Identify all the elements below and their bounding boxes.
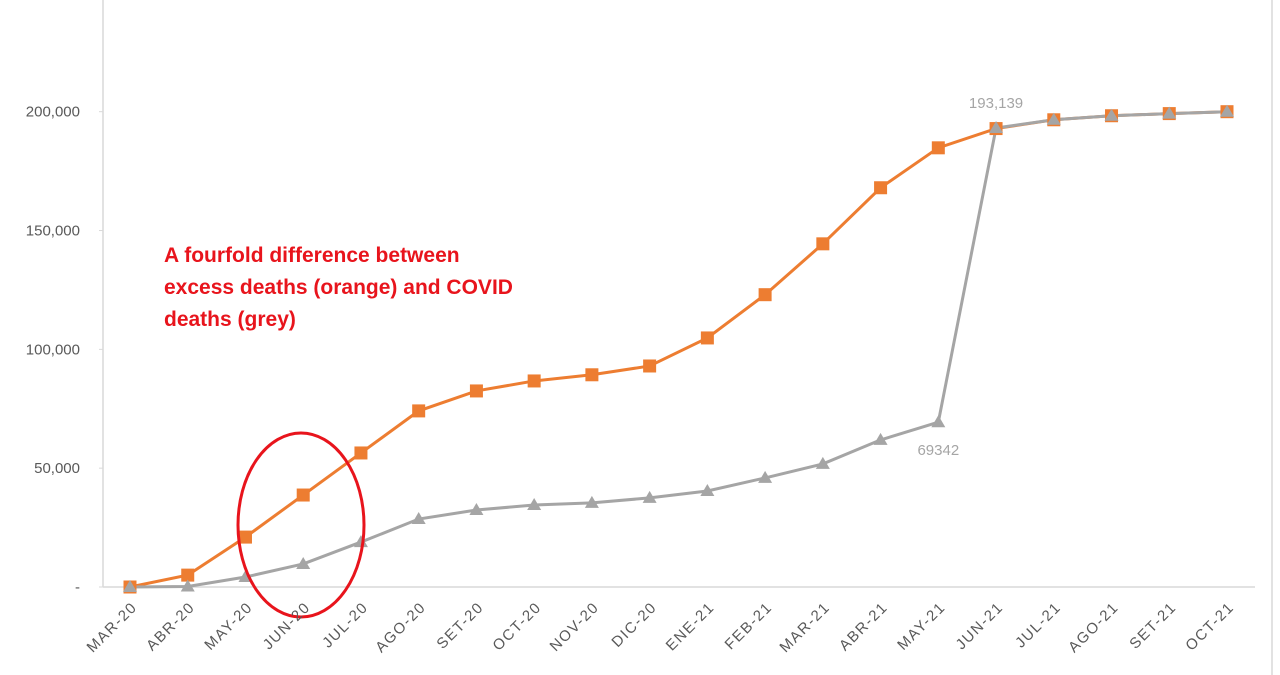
series-line [129, 110, 1228, 589]
triangle-marker [1046, 112, 1061, 125]
triangle-marker [527, 498, 542, 511]
triangle-marker [873, 432, 888, 445]
annotation-line: excess deaths (orange) and COVID [164, 276, 513, 299]
square-marker [238, 530, 252, 544]
square-marker [181, 568, 195, 582]
triangle-marker [411, 512, 426, 525]
square-marker [700, 331, 714, 345]
annotation-line: deaths (grey) [164, 308, 296, 331]
square-marker [585, 368, 599, 382]
square-marker [469, 384, 483, 398]
triangle-marker [989, 121, 1004, 134]
annotation-line: A fourfold difference between [164, 244, 460, 267]
triangle-marker [469, 503, 484, 516]
y-tick-label: - [75, 579, 80, 596]
triangle-marker [353, 535, 368, 548]
triangle-marker [1220, 104, 1234, 117]
triangle-marker [815, 456, 830, 469]
highlight-ellipse [236, 431, 366, 619]
data-label: 193,139 [969, 95, 1023, 112]
square-marker [816, 237, 830, 251]
triangle-marker [296, 556, 311, 569]
triangle-marker [123, 580, 137, 592]
data-label: 69342 [917, 442, 959, 459]
y-tick-label: 150,000 [26, 223, 80, 240]
triangle-marker [700, 483, 715, 496]
square-marker [643, 359, 657, 373]
y-tick-label: 100,000 [26, 341, 80, 358]
square-marker [758, 288, 772, 302]
triangle-marker [1162, 106, 1177, 119]
square-marker [296, 488, 310, 502]
y-tick-label: 200,000 [26, 104, 80, 121]
triangle-marker [931, 415, 946, 428]
y-tick-label: 50,000 [34, 460, 80, 477]
triangle-marker [584, 495, 599, 508]
triangle-marker [758, 470, 773, 483]
square-marker [931, 141, 945, 155]
plot-area: 69342 193,139 [123, 95, 1234, 594]
annotation: A fourfold difference between excess deat… [164, 244, 513, 331]
triangle-marker [1104, 108, 1119, 121]
square-marker [354, 446, 368, 460]
square-marker [874, 181, 888, 195]
square-marker [412, 404, 426, 418]
triangle-marker [180, 579, 195, 592]
triangle-marker [642, 490, 657, 503]
square-marker [527, 374, 541, 388]
